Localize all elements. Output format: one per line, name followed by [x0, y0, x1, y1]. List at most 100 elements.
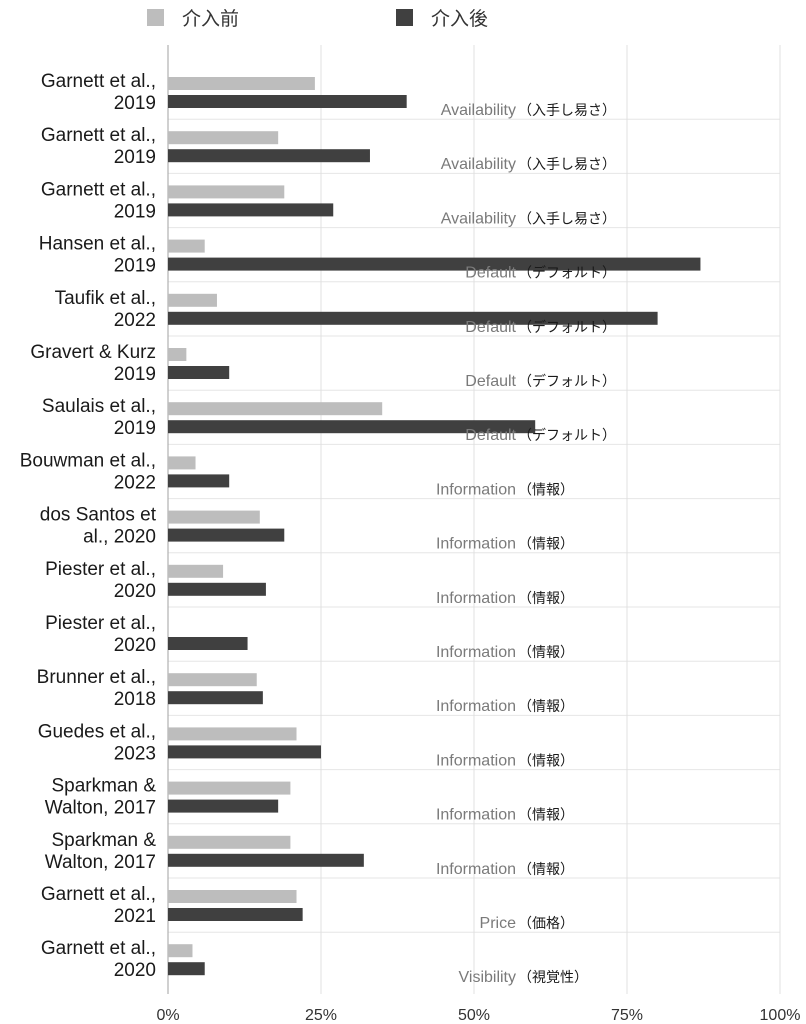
study-label: 2020: [114, 960, 156, 981]
study-label: Brunner et al.,: [37, 667, 156, 688]
category-label: Default: [465, 427, 516, 444]
bar-after: [168, 908, 303, 921]
x-tick-label: 0%: [156, 1007, 179, 1024]
legend-label-before: 介入前: [182, 8, 240, 30]
study-label: 2019: [114, 364, 156, 385]
bar-after: [168, 474, 230, 488]
study-label: 2019: [114, 256, 156, 277]
category-label: Information: [436, 861, 516, 878]
bar-after: [168, 420, 536, 434]
study-label: 2018: [114, 689, 156, 710]
study-label: Guedes et al.,: [38, 721, 156, 742]
legend-item-before: 介入前: [147, 4, 239, 31]
category-jp-label: （情報）: [518, 482, 574, 498]
bar-before: [168, 835, 291, 849]
x-tick-label: 100%: [760, 1007, 801, 1024]
bar-after: [168, 962, 205, 976]
bar-before: [168, 348, 187, 361]
bar-before: [168, 510, 260, 524]
study-label: 2019: [114, 147, 156, 168]
bar-before: [168, 239, 205, 253]
category-label: Default: [465, 319, 516, 336]
study-label: 2023: [114, 743, 156, 764]
category-label: Information: [436, 752, 516, 769]
bar-after: [168, 691, 263, 705]
category-label: Availability: [441, 156, 516, 173]
bar-before: [168, 673, 257, 687]
bar-before: [168, 944, 193, 958]
category-jp-label: （情報）: [518, 645, 574, 661]
bar-after: [168, 311, 658, 325]
legend-item-after: 介入後: [396, 4, 488, 31]
category-jp-label: （情報）: [518, 862, 574, 878]
category-jp-label: （デフォルト）: [518, 265, 616, 282]
study-label: Saulais et al.,: [42, 396, 156, 417]
legend-swatch-before: [147, 9, 164, 26]
study-label: 2022: [114, 472, 156, 493]
study-label: Garnett et al.,: [41, 938, 156, 959]
study-label: 2019: [114, 93, 156, 114]
study-label: Sparkman &: [51, 830, 156, 851]
study-label: Hansen et al.,: [39, 234, 156, 255]
study-label: Walton, 2017: [45, 798, 156, 819]
bar-before: [168, 131, 279, 145]
study-label: dos Santos et: [40, 505, 157, 526]
x-tick-label: 25%: [305, 1007, 337, 1024]
bar-before: [168, 402, 383, 416]
study-label: Garnett et al.,: [41, 884, 156, 905]
bar-after: [168, 257, 701, 271]
category-jp-label: （情報）: [518, 537, 574, 553]
bar-before: [168, 77, 315, 90]
category-jp-label: （情報）: [518, 753, 574, 769]
study-label: Walton, 2017: [45, 852, 156, 873]
category-label: Default: [465, 265, 516, 282]
bar-before: [168, 456, 196, 470]
bar-after: [168, 95, 407, 108]
study-label: Sparkman &: [51, 776, 156, 797]
category-jp-label: （入手し易さ）: [518, 211, 616, 227]
study-label: Piester et al.,: [45, 613, 156, 634]
study-label: 2019: [114, 418, 156, 439]
bar-before: [168, 564, 224, 578]
bar-after: [168, 582, 266, 596]
bar-before: [168, 185, 285, 199]
study-label: al., 2020: [83, 527, 156, 548]
study-label: Garnett et al.,: [41, 71, 156, 92]
category-label: Information: [436, 536, 516, 553]
study-label: Gravert & Kurz: [30, 342, 156, 363]
study-label: Garnett et al.,: [41, 179, 156, 200]
category-label: Default: [465, 373, 516, 390]
category-jp-label: （入手し易さ）: [518, 157, 616, 173]
study-label: 2022: [114, 310, 156, 331]
x-tick-label: 50%: [458, 1007, 490, 1024]
bar-before: [168, 890, 297, 903]
category-jp-label: （デフォルト）: [518, 427, 616, 444]
bar-before: [168, 727, 297, 741]
bar-after: [168, 366, 230, 379]
category-jp-label: （情報）: [518, 699, 574, 715]
category-jp-label: （デフォルト）: [518, 373, 616, 390]
category-label: Availability: [441, 210, 516, 227]
study-label: 2019: [114, 201, 156, 222]
study-label: Taufik et al.,: [55, 288, 156, 309]
category-label: Information: [436, 644, 516, 661]
category-label: Visibility: [459, 969, 517, 986]
bar-before: [168, 781, 291, 795]
study-label: Garnett et al.,: [41, 125, 156, 146]
category-jp-label: （入手し易さ）: [518, 103, 616, 119]
bar-after: [168, 637, 248, 650]
bar-after: [168, 149, 370, 163]
category-label: Information: [436, 590, 516, 607]
bar-after: [168, 528, 285, 542]
category-label: Price: [480, 915, 517, 932]
study-label: Piester et al.,: [45, 559, 156, 580]
category-label: Information: [436, 698, 516, 715]
x-tick-label: 75%: [611, 1007, 643, 1024]
legend-swatch-after: [396, 9, 413, 26]
category-jp-label: （視覚性）: [518, 970, 588, 986]
category-label: Information: [436, 481, 516, 498]
category-label: Availability: [441, 102, 516, 119]
study-label: Bouwman et al.,: [20, 450, 156, 471]
study-label: 2020: [114, 581, 156, 602]
